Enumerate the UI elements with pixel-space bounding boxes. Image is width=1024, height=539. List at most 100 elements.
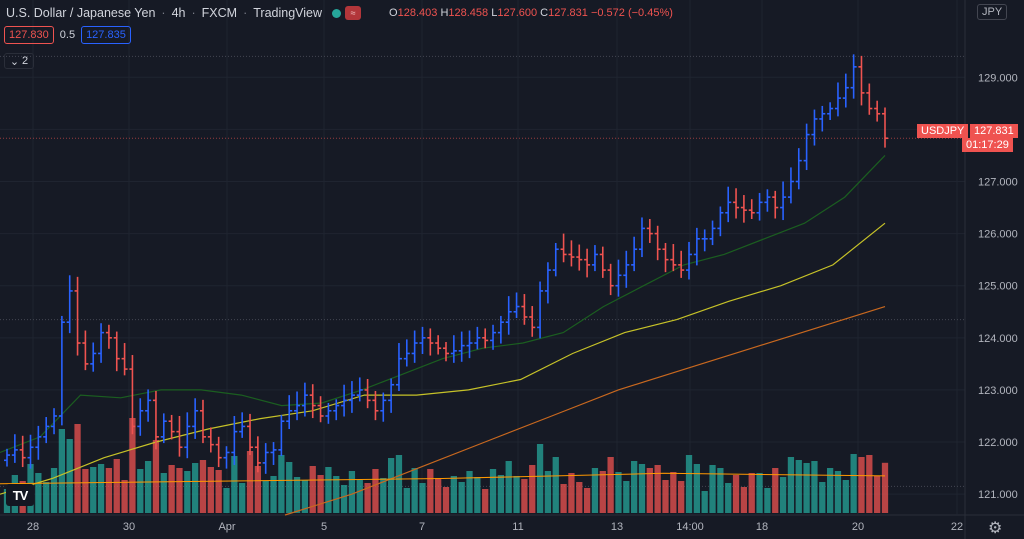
volume-bar <box>709 465 716 513</box>
volume-bar <box>732 475 740 513</box>
volume-bar <box>35 473 42 513</box>
volume-bar <box>427 469 434 513</box>
volume-bar <box>834 471 842 513</box>
volume-bar <box>772 468 779 513</box>
trade-panel: 127.830 0.5 127.835 <box>4 26 131 44</box>
chevron-down-icon: ⌄ <box>9 55 20 68</box>
volume-bar <box>105 468 113 513</box>
volume-bar <box>262 481 269 513</box>
indicators-toggle-button[interactable]: ⌄ 2 <box>4 53 34 69</box>
moving-average-line <box>284 306 886 516</box>
volume-bar <box>638 464 646 513</box>
volume-bar <box>474 477 481 513</box>
volume-bar <box>239 483 246 513</box>
volume-bar <box>356 480 363 513</box>
volume-bar <box>529 465 536 513</box>
symbol-title[interactable]: U.S. Dollar / Japanese Yen <box>6 6 156 20</box>
buy-button[interactable]: 127.835 <box>81 26 131 44</box>
volume-bar <box>536 444 544 513</box>
volume-bar <box>317 475 324 513</box>
volume-bar <box>137 469 144 513</box>
volume-bar <box>50 468 58 513</box>
y-tick-label: 126.000 <box>978 229 1018 241</box>
volume-bar <box>129 418 136 513</box>
volume-bar <box>364 483 371 513</box>
volume-bar <box>646 468 653 513</box>
volume-bar <box>764 488 771 513</box>
volume-bar <box>435 478 442 513</box>
volume-bar <box>725 483 732 513</box>
volume-bar <box>748 473 755 513</box>
open-value: 128.403 <box>397 7 438 19</box>
volume-bar <box>826 468 834 513</box>
currency-selector[interactable]: JPY <box>977 4 1008 20</box>
volume-bar <box>803 463 810 513</box>
volume-bar <box>403 488 410 513</box>
volume-bar <box>442 487 450 513</box>
volume-bar <box>591 468 599 513</box>
indicator-count: 2 <box>22 55 29 67</box>
interval-label[interactable]: 4h <box>171 6 186 20</box>
volume-bar <box>411 468 418 513</box>
moving-average-line <box>0 222 886 495</box>
volume-bar <box>717 468 724 513</box>
y-tick-label: 123.000 <box>978 385 1018 397</box>
volume-bar <box>489 469 497 513</box>
volume-bar <box>874 476 881 513</box>
volume-bar <box>858 457 865 513</box>
spread-value: 0.5 <box>59 29 76 41</box>
volume-bar <box>685 455 693 513</box>
volume-bar <box>576 482 583 513</box>
volume-bar <box>207 467 214 513</box>
x-tick-label: 18 <box>756 521 768 533</box>
volume-bar <box>450 476 457 513</box>
volume-bar <box>215 470 222 513</box>
volume-bar <box>513 476 520 513</box>
tradingview-logo[interactable]: TV <box>6 484 34 506</box>
change-value: −0.572 (−0.45%) <box>590 7 673 19</box>
volume-bar <box>607 457 614 513</box>
high-label: H <box>440 7 449 19</box>
volume-bar <box>560 484 567 513</box>
volume-bar <box>787 457 795 513</box>
volume-bar <box>246 451 254 513</box>
open-label: O <box>389 7 398 19</box>
volume-bar <box>583 488 591 513</box>
y-tick-label: 122.000 <box>978 437 1018 449</box>
volume-bar <box>811 461 818 513</box>
volume-bar <box>497 475 505 513</box>
volume-bar <box>121 480 128 513</box>
volume-bar <box>192 463 199 513</box>
high-value: 128.458 <box>448 7 489 19</box>
volume-bar <box>168 465 175 513</box>
alert-icon[interactable]: ≈ <box>345 6 362 20</box>
x-tick-label: 22 <box>951 521 963 533</box>
x-tick-label: 30 <box>123 521 135 533</box>
volume-bar <box>144 461 152 513</box>
x-tick-label: 5 <box>321 521 327 533</box>
sell-button[interactable]: 127.830 <box>4 26 54 44</box>
volume-bar <box>199 460 207 513</box>
volume-bar <box>278 455 285 513</box>
volume-bar <box>97 464 105 513</box>
y-tick-label: 127.000 <box>978 176 1018 188</box>
exchange-label: FXCM <box>201 6 238 20</box>
volume-bar <box>662 480 669 513</box>
price-tag-countdown: 01:17:29 <box>962 138 1013 152</box>
volume-bar <box>623 481 630 513</box>
volume-bar <box>678 481 685 513</box>
volume-bar <box>301 480 309 513</box>
volume-bar <box>43 482 50 513</box>
x-tick-label: Apr <box>218 521 235 533</box>
source-label: TradingView <box>253 6 323 20</box>
volume-bar <box>254 466 261 513</box>
volume-bar <box>631 461 638 513</box>
volume-bar <box>395 455 403 513</box>
volume-bar <box>544 471 552 513</box>
volume-bar <box>701 491 708 513</box>
volume-bar <box>654 465 661 513</box>
gear-icon[interactable]: ⚙ <box>988 520 1003 537</box>
volume-bar <box>184 471 191 513</box>
